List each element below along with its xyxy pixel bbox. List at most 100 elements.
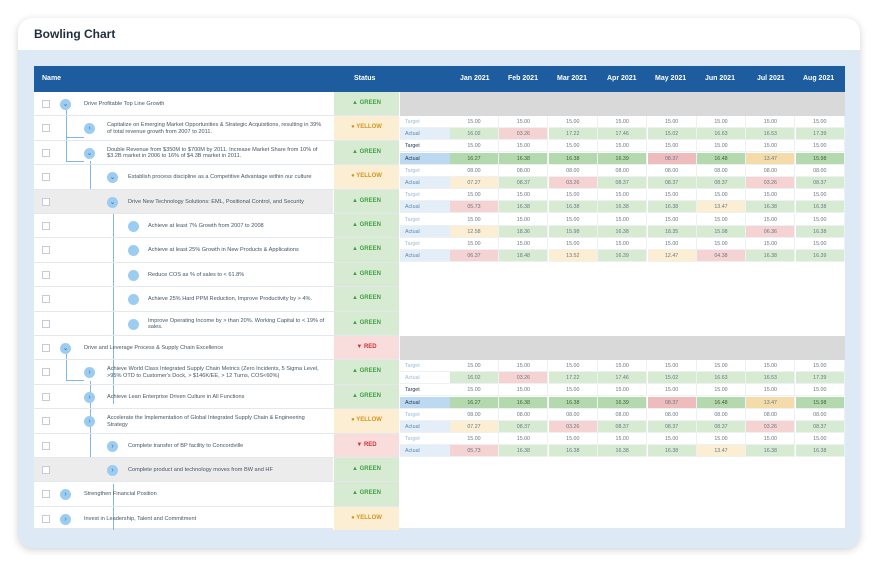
grid-cell[interactable]: 15.00 bbox=[450, 238, 499, 250]
grid-cell[interactable]: 15.00 bbox=[450, 360, 499, 372]
grid-cell[interactable]: 18.35 bbox=[647, 225, 697, 238]
grid-cell[interactable]: 15.00 bbox=[548, 384, 598, 397]
grid-cell[interactable]: 15.00 bbox=[746, 213, 796, 226]
objective-row[interactable]: Achieve 25% Hard PPM Reduction, Improve … bbox=[34, 287, 399, 312]
row-checkbox[interactable] bbox=[42, 441, 50, 450]
grid-cell[interactable]: 04.38 bbox=[697, 250, 746, 263]
grid-cell[interactable]: 16.38 bbox=[598, 445, 648, 458]
header-name[interactable]: Name bbox=[42, 75, 62, 82]
grid-cell[interactable]: 16.38 bbox=[499, 152, 549, 165]
grid-cell[interactable]: 16.38 bbox=[598, 225, 648, 238]
grid-cell[interactable]: 15.00 bbox=[499, 384, 549, 397]
row-checkbox[interactable] bbox=[42, 344, 50, 352]
grid-cell[interactable]: 16.48 bbox=[697, 396, 746, 409]
objective-row[interactable]: Reduce COS as % of sales to < 61.8% ▲ GRE… bbox=[34, 262, 399, 288]
grid-cell[interactable]: 15.00 bbox=[795, 238, 845, 250]
objective-row[interactable]: › Strengthen Financial Position ▲ GREEN bbox=[34, 482, 399, 507]
row-checkbox[interactable] bbox=[42, 466, 50, 474]
grid-cell[interactable]: 16.39 bbox=[598, 152, 648, 165]
objective-row[interactable]: › Achieve Lean Enterprise Driven Culture … bbox=[34, 384, 399, 410]
grid-cell[interactable]: 08.00 bbox=[548, 408, 598, 421]
grid-cell[interactable]: 15.98 bbox=[548, 225, 598, 238]
grid-cell[interactable]: 08.00 bbox=[598, 164, 648, 177]
grid-cell[interactable]: 03.26 bbox=[746, 421, 796, 433]
grid-cell[interactable]: 15.00 bbox=[450, 384, 499, 397]
collapse-toggle-icon[interactable]: ⌄ bbox=[84, 147, 95, 159]
grid-cell[interactable]: 17.22 bbox=[548, 128, 598, 141]
grid-cell[interactable]: 15.00 bbox=[548, 140, 598, 153]
grid-cell[interactable]: 03.26 bbox=[548, 421, 598, 433]
grid-cell[interactable]: 15.00 bbox=[647, 140, 697, 153]
grid-cell[interactable]: 08.37 bbox=[697, 177, 746, 189]
expand-toggle-icon[interactable]: › bbox=[107, 465, 118, 476]
grid-cell[interactable]: 08.00 bbox=[697, 164, 746, 177]
row-checkbox[interactable] bbox=[42, 490, 50, 499]
grid-cell[interactable]: 13.47 bbox=[746, 396, 796, 409]
grid-cell[interactable]: 16.53 bbox=[746, 128, 796, 141]
grid-cell[interactable]: 16.38 bbox=[795, 225, 845, 238]
grid-cell[interactable]: 08.37 bbox=[697, 421, 746, 433]
grid-cell[interactable]: 16.63 bbox=[697, 128, 746, 141]
grid-cell[interactable]: 15.00 bbox=[795, 213, 845, 226]
grid-cell[interactable]: 15.00 bbox=[697, 360, 746, 372]
grid-cell[interactable]: 13.47 bbox=[697, 201, 746, 214]
grid-cell[interactable]: 16.27 bbox=[450, 152, 499, 165]
grid-cell[interactable]: 15.00 bbox=[499, 433, 549, 446]
expand-toggle-icon[interactable]: › bbox=[60, 489, 71, 501]
grid-cell[interactable]: 15.00 bbox=[499, 238, 549, 250]
header-status[interactable]: Status bbox=[354, 75, 376, 82]
grid-cell[interactable]: 15.00 bbox=[548, 189, 598, 202]
grid-cell[interactable]: 16.39 bbox=[598, 396, 648, 409]
grid-cell[interactable]: 16.38 bbox=[548, 445, 598, 458]
objective-row[interactable]: ⌄ Establish process discipline as a Compe… bbox=[34, 165, 399, 190]
grid-cell[interactable]: 08.00 bbox=[795, 408, 845, 421]
grid-cell[interactable]: 15.00 bbox=[548, 360, 598, 372]
grid-cell[interactable]: 08.37 bbox=[499, 421, 549, 433]
objective-row[interactable]: ⌄ Drive and Leverage Process & Supply Cha… bbox=[34, 336, 399, 361]
grid-cell[interactable]: 08.00 bbox=[598, 408, 648, 421]
grid-cell[interactable]: 15.00 bbox=[548, 238, 598, 250]
grid-cell[interactable]: 15.00 bbox=[598, 140, 648, 153]
grid-cell[interactable]: 15.00 bbox=[746, 433, 796, 446]
grid-cell[interactable]: 15.00 bbox=[647, 189, 697, 202]
grid-cell[interactable]: 15.00 bbox=[450, 213, 499, 226]
expand-toggle-icon[interactable]: › bbox=[60, 513, 71, 525]
grid-cell[interactable]: 15.00 bbox=[697, 189, 746, 202]
grid-cell[interactable]: 15.02 bbox=[647, 372, 697, 385]
grid-cell[interactable]: 08.00 bbox=[697, 408, 746, 421]
grid-cell[interactable]: 12.58 bbox=[450, 225, 499, 238]
grid-cell[interactable]: 15.00 bbox=[647, 213, 697, 226]
grid-cell[interactable]: 15.00 bbox=[795, 384, 845, 397]
grid-cell[interactable]: 15.00 bbox=[697, 384, 746, 397]
grid-cell[interactable]: 16.38 bbox=[598, 201, 648, 214]
grid-cell[interactable]: 16.39 bbox=[598, 250, 648, 263]
grid-cell[interactable]: 03.26 bbox=[548, 177, 598, 189]
grid-cell[interactable]: 15.00 bbox=[746, 238, 796, 250]
grid-cell[interactable]: 03.26 bbox=[499, 372, 549, 385]
grid-cell[interactable]: 16.38 bbox=[795, 201, 845, 214]
grid-cell[interactable]: 16.38 bbox=[746, 201, 796, 214]
grid-cell[interactable]: 15.00 bbox=[647, 433, 697, 446]
grid-cell[interactable]: 15.00 bbox=[499, 213, 549, 226]
objective-row[interactable]: ⌄ Double Revenue from $350M to $700M by 2… bbox=[34, 140, 399, 166]
row-checkbox[interactable] bbox=[42, 124, 50, 133]
objective-row[interactable]: › Complete transfer of BP facility to Con… bbox=[34, 433, 399, 458]
grid-cell[interactable]: 15.00 bbox=[697, 140, 746, 153]
grid-cell[interactable]: 13.52 bbox=[548, 250, 598, 263]
grid-cell[interactable]: 15.00 bbox=[795, 189, 845, 202]
row-checkbox[interactable] bbox=[42, 295, 50, 304]
grid-cell[interactable]: 16.63 bbox=[697, 372, 746, 385]
grid-cell[interactable]: 15.98 bbox=[795, 152, 845, 165]
grid-cell[interactable]: 07.27 bbox=[450, 421, 499, 433]
grid-cell[interactable]: 08.00 bbox=[795, 164, 845, 177]
grid-cell[interactable]: 08.00 bbox=[647, 164, 697, 177]
grid-cell[interactable]: 15.00 bbox=[499, 189, 549, 202]
grid-cell[interactable]: 15.00 bbox=[450, 116, 499, 128]
grid-cell[interactable]: 16.38 bbox=[647, 201, 697, 214]
expand-toggle-icon[interactable]: › bbox=[84, 391, 95, 403]
grid-cell[interactable]: 15.00 bbox=[499, 360, 549, 372]
grid-cell[interactable]: 16.39 bbox=[795, 250, 845, 263]
grid-cell[interactable]: 15.00 bbox=[450, 433, 499, 446]
grid-cell[interactable]: 15.00 bbox=[746, 116, 796, 128]
collapse-toggle-icon[interactable]: ⌄ bbox=[107, 172, 118, 184]
